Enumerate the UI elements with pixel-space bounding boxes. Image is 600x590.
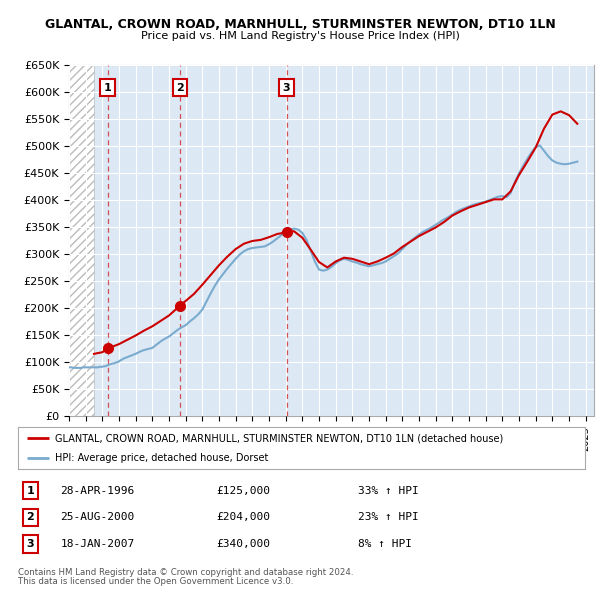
Text: £204,000: £204,000: [217, 513, 271, 522]
Text: Contains HM Land Registry data © Crown copyright and database right 2024.: Contains HM Land Registry data © Crown c…: [18, 568, 353, 576]
Text: £125,000: £125,000: [217, 486, 271, 496]
Text: 18-JAN-2007: 18-JAN-2007: [61, 539, 135, 549]
Text: GLANTAL, CROWN ROAD, MARNHULL, STURMINSTER NEWTON, DT10 1LN (detached house): GLANTAL, CROWN ROAD, MARNHULL, STURMINST…: [55, 433, 503, 443]
Text: 3: 3: [26, 539, 34, 549]
Text: 1: 1: [104, 83, 112, 93]
Text: 8% ↑ HPI: 8% ↑ HPI: [358, 539, 412, 549]
Text: 1: 1: [26, 486, 34, 496]
Text: £340,000: £340,000: [217, 539, 271, 549]
Text: GLANTAL, CROWN ROAD, MARNHULL, STURMINSTER NEWTON, DT10 1LN: GLANTAL, CROWN ROAD, MARNHULL, STURMINST…: [44, 18, 556, 31]
Text: Price paid vs. HM Land Registry's House Price Index (HPI): Price paid vs. HM Land Registry's House …: [140, 31, 460, 41]
Text: HPI: Average price, detached house, Dorset: HPI: Average price, detached house, Dors…: [55, 453, 268, 463]
Text: This data is licensed under the Open Government Licence v3.0.: This data is licensed under the Open Gov…: [18, 577, 293, 586]
Text: 33% ↑ HPI: 33% ↑ HPI: [358, 486, 419, 496]
Text: 3: 3: [283, 83, 290, 93]
Text: 28-APR-1996: 28-APR-1996: [61, 486, 135, 496]
Text: 23% ↑ HPI: 23% ↑ HPI: [358, 513, 419, 522]
Text: 25-AUG-2000: 25-AUG-2000: [61, 513, 135, 522]
Text: 2: 2: [176, 83, 184, 93]
Text: 2: 2: [26, 513, 34, 522]
